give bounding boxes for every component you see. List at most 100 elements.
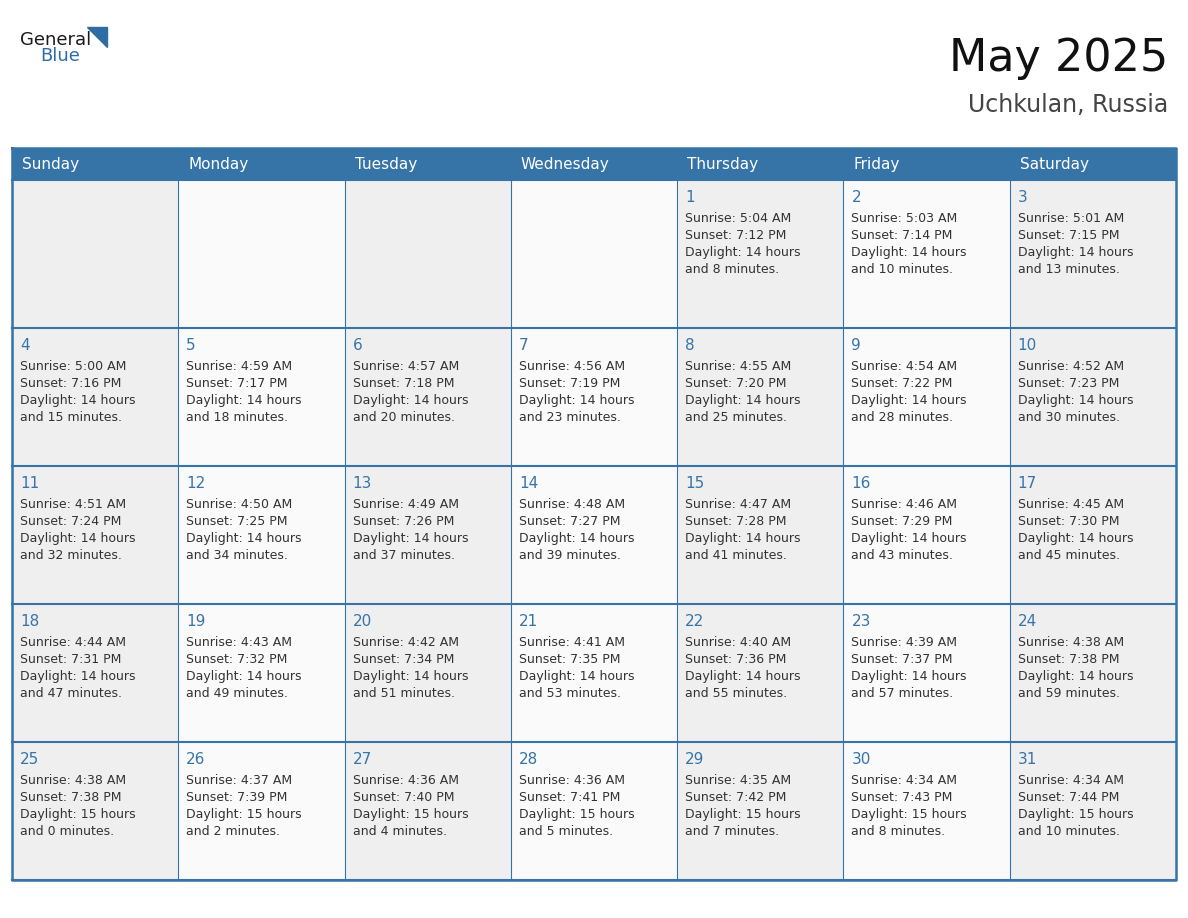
Text: 21: 21 [519, 614, 538, 629]
Bar [1010, 180, 1176, 328]
Bar [1010, 466, 1176, 604]
Text: and 37 minutes.: and 37 minutes. [353, 549, 455, 562]
Bar [843, 604, 1010, 742]
Text: Sunset: 7:23 PM: Sunset: 7:23 PM [1018, 377, 1119, 390]
Text: and 2 minutes.: and 2 minutes. [187, 825, 280, 838]
Bar [511, 180, 677, 328]
Text: Sunrise: 4:59 AM: Sunrise: 4:59 AM [187, 360, 292, 373]
Text: and 15 minutes.: and 15 minutes. [20, 411, 122, 424]
Text: Sunrise: 5:01 AM: Sunrise: 5:01 AM [1018, 212, 1124, 225]
Text: 16: 16 [852, 476, 871, 491]
Text: Sunrise: 4:52 AM: Sunrise: 4:52 AM [1018, 360, 1124, 373]
Text: Daylight: 14 hours: Daylight: 14 hours [852, 394, 967, 407]
Bar [345, 328, 511, 466]
Text: Sunrise: 4:36 AM: Sunrise: 4:36 AM [519, 774, 625, 787]
Text: Daylight: 14 hours: Daylight: 14 hours [519, 670, 634, 683]
Text: Daylight: 14 hours: Daylight: 14 hours [353, 394, 468, 407]
Text: and 5 minutes.: and 5 minutes. [519, 825, 613, 838]
Text: 3: 3 [1018, 190, 1028, 205]
Text: Sunrise: 4:39 AM: Sunrise: 4:39 AM [852, 636, 958, 649]
Text: Daylight: 15 hours: Daylight: 15 hours [1018, 808, 1133, 821]
Text: Sunset: 7:32 PM: Sunset: 7:32 PM [187, 653, 287, 666]
Text: and 32 minutes.: and 32 minutes. [20, 549, 122, 562]
Text: Blue: Blue [40, 47, 80, 65]
Text: Daylight: 15 hours: Daylight: 15 hours [353, 808, 468, 821]
Text: Daylight: 14 hours: Daylight: 14 hours [685, 532, 801, 545]
Text: Daylight: 15 hours: Daylight: 15 hours [519, 808, 634, 821]
Bar [843, 180, 1010, 328]
Text: 29: 29 [685, 752, 704, 767]
Bar [1010, 742, 1176, 880]
Text: Sunrise: 4:50 AM: Sunrise: 4:50 AM [187, 498, 292, 511]
Text: Sunrise: 4:35 AM: Sunrise: 4:35 AM [685, 774, 791, 787]
Bar [677, 466, 843, 604]
Text: and 55 minutes.: and 55 minutes. [685, 687, 788, 700]
Bar [12, 328, 178, 466]
Text: 19: 19 [187, 614, 206, 629]
Text: 6: 6 [353, 338, 362, 353]
Bar [843, 328, 1010, 466]
Bar [511, 466, 677, 604]
Text: Sunset: 7:38 PM: Sunset: 7:38 PM [20, 791, 121, 804]
Bar [677, 180, 843, 328]
Text: Sunset: 7:30 PM: Sunset: 7:30 PM [1018, 515, 1119, 528]
Text: Sunrise: 4:51 AM: Sunrise: 4:51 AM [20, 498, 126, 511]
Text: and 59 minutes.: and 59 minutes. [1018, 687, 1120, 700]
Bar [1010, 604, 1176, 742]
Text: Daylight: 14 hours: Daylight: 14 hours [1018, 670, 1133, 683]
Text: Sunset: 7:44 PM: Sunset: 7:44 PM [1018, 791, 1119, 804]
Text: Wednesday: Wednesday [520, 156, 609, 172]
Text: Tuesday: Tuesday [354, 156, 417, 172]
Text: Saturday: Saturday [1019, 156, 1088, 172]
Text: Daylight: 14 hours: Daylight: 14 hours [1018, 246, 1133, 259]
Text: Sunrise: 5:04 AM: Sunrise: 5:04 AM [685, 212, 791, 225]
Text: Daylight: 14 hours: Daylight: 14 hours [353, 670, 468, 683]
Text: Sunset: 7:20 PM: Sunset: 7:20 PM [685, 377, 786, 390]
Text: Sunset: 7:39 PM: Sunset: 7:39 PM [187, 791, 287, 804]
Text: 28: 28 [519, 752, 538, 767]
Text: Sunset: 7:25 PM: Sunset: 7:25 PM [187, 515, 287, 528]
Text: Sunset: 7:19 PM: Sunset: 7:19 PM [519, 377, 620, 390]
Bar [843, 742, 1010, 880]
Text: and 53 minutes.: and 53 minutes. [519, 687, 621, 700]
Text: Daylight: 15 hours: Daylight: 15 hours [20, 808, 135, 821]
Text: Sunset: 7:14 PM: Sunset: 7:14 PM [852, 229, 953, 242]
Text: Sunset: 7:24 PM: Sunset: 7:24 PM [20, 515, 121, 528]
Text: and 18 minutes.: and 18 minutes. [187, 411, 289, 424]
Text: and 10 minutes.: and 10 minutes. [852, 263, 954, 276]
Text: and 4 minutes.: and 4 minutes. [353, 825, 447, 838]
Text: Sunset: 7:43 PM: Sunset: 7:43 PM [852, 791, 953, 804]
Text: 9: 9 [852, 338, 861, 353]
Text: Daylight: 14 hours: Daylight: 14 hours [852, 532, 967, 545]
Text: Sunset: 7:26 PM: Sunset: 7:26 PM [353, 515, 454, 528]
Text: and 28 minutes.: and 28 minutes. [852, 411, 954, 424]
Text: Sunrise: 5:00 AM: Sunrise: 5:00 AM [20, 360, 126, 373]
Bar [511, 742, 677, 880]
Text: Sunset: 7:40 PM: Sunset: 7:40 PM [353, 791, 454, 804]
Bar [345, 604, 511, 742]
Text: Sunrise: 4:40 AM: Sunrise: 4:40 AM [685, 636, 791, 649]
Text: Daylight: 14 hours: Daylight: 14 hours [187, 670, 302, 683]
Text: Uchkulan, Russia: Uchkulan, Russia [968, 93, 1168, 117]
Text: 10: 10 [1018, 338, 1037, 353]
Text: Sunset: 7:42 PM: Sunset: 7:42 PM [685, 791, 786, 804]
Text: Daylight: 14 hours: Daylight: 14 hours [20, 670, 135, 683]
Text: Sunrise: 4:57 AM: Sunrise: 4:57 AM [353, 360, 459, 373]
Text: Sunrise: 4:41 AM: Sunrise: 4:41 AM [519, 636, 625, 649]
Text: Sunday: Sunday [23, 156, 80, 172]
Text: and 49 minutes.: and 49 minutes. [187, 687, 289, 700]
Bar [511, 604, 677, 742]
Text: Sunset: 7:36 PM: Sunset: 7:36 PM [685, 653, 786, 666]
Bar [843, 466, 1010, 604]
Text: General: General [20, 31, 91, 49]
Text: Sunset: 7:29 PM: Sunset: 7:29 PM [852, 515, 953, 528]
Text: Friday: Friday [853, 156, 899, 172]
Text: Sunset: 7:41 PM: Sunset: 7:41 PM [519, 791, 620, 804]
Text: Sunset: 7:17 PM: Sunset: 7:17 PM [187, 377, 287, 390]
Text: Sunrise: 4:44 AM: Sunrise: 4:44 AM [20, 636, 126, 649]
Text: and 34 minutes.: and 34 minutes. [187, 549, 289, 562]
Text: Sunrise: 4:47 AM: Sunrise: 4:47 AM [685, 498, 791, 511]
Text: 17: 17 [1018, 476, 1037, 491]
Text: 4: 4 [20, 338, 30, 353]
Text: 14: 14 [519, 476, 538, 491]
